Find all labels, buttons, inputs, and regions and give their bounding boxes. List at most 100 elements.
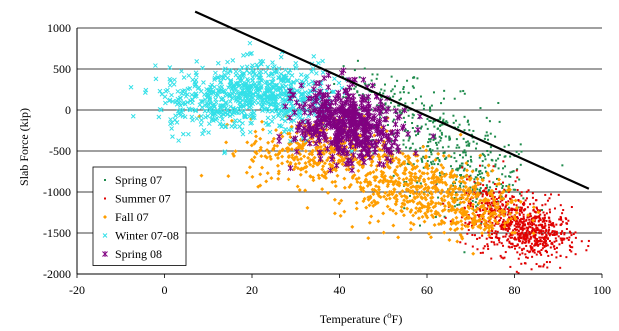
data-point (518, 236, 521, 239)
data-point (507, 210, 510, 213)
data-point (457, 196, 462, 201)
data-point (482, 211, 487, 216)
data-point (412, 163, 415, 166)
data-point (429, 110, 432, 113)
data-point (526, 206, 529, 209)
data-point (276, 66, 282, 71)
data-point (442, 204, 447, 209)
data-point (426, 145, 429, 148)
data-point (388, 142, 395, 149)
data-point (548, 219, 551, 222)
data-point (478, 173, 481, 176)
data-point (544, 203, 547, 206)
data-point (298, 172, 303, 177)
data-point (508, 241, 511, 244)
data-point (346, 84, 353, 91)
data-point (429, 208, 434, 213)
data-point (403, 207, 406, 210)
data-point (425, 166, 430, 171)
data-point (479, 190, 482, 193)
data-point (398, 110, 401, 113)
data-point (298, 82, 305, 89)
data-point (376, 219, 381, 224)
data-point (240, 87, 245, 93)
data-point (479, 187, 482, 190)
data-point (525, 233, 528, 236)
data-point (450, 204, 455, 209)
data-point (478, 213, 481, 216)
data-point (535, 215, 538, 218)
data-point (475, 210, 478, 213)
data-point (524, 233, 527, 236)
data-point (242, 92, 248, 97)
data-point (551, 233, 554, 236)
data-point (522, 237, 525, 240)
data-point (511, 221, 514, 224)
legend-label: Spring 07 (115, 173, 162, 187)
data-point (402, 143, 405, 146)
data-point (544, 241, 547, 244)
data-point (236, 106, 242, 112)
data-point (425, 207, 430, 212)
data-point (396, 113, 403, 120)
data-point (542, 265, 545, 268)
data-point (470, 160, 473, 163)
data-point (433, 125, 436, 128)
data-point (470, 133, 473, 136)
data-point (457, 167, 460, 170)
data-point (465, 144, 468, 147)
data-point (555, 251, 558, 254)
data-point (180, 113, 186, 119)
data-point (432, 138, 435, 141)
data-point (520, 206, 523, 209)
data-point (473, 178, 476, 181)
data-point (480, 222, 483, 225)
data-point (325, 91, 331, 98)
data-point (490, 194, 495, 199)
data-point (526, 213, 531, 218)
data-point (332, 76, 337, 82)
data-point (450, 217, 455, 222)
data-point (361, 93, 364, 96)
data-point (563, 233, 566, 236)
data-point (432, 160, 435, 163)
x-axis-title-end: F) (392, 312, 403, 326)
data-point (406, 79, 409, 82)
data-point (467, 199, 472, 204)
data-point (366, 236, 371, 241)
data-point (383, 89, 386, 92)
data-point (390, 75, 393, 78)
data-point (518, 213, 521, 216)
y-tick-label: -1000 (43, 185, 71, 199)
data-point (274, 70, 280, 75)
data-point (157, 106, 163, 112)
data-point (295, 157, 300, 162)
data-point (487, 204, 490, 207)
data-point (322, 174, 327, 179)
data-point (325, 190, 330, 195)
data-point (469, 174, 472, 177)
data-point (373, 123, 380, 130)
data-point (545, 236, 548, 239)
data-point (470, 224, 473, 227)
data-point (515, 238, 518, 241)
data-point (179, 91, 185, 97)
data-point (316, 173, 321, 178)
data-point (520, 232, 523, 235)
data-point (420, 159, 423, 162)
data-point (464, 210, 469, 215)
data-point (533, 239, 536, 242)
data-point (432, 119, 435, 122)
data-point (328, 124, 334, 131)
data-point (466, 232, 469, 235)
data-point (574, 253, 577, 256)
data-point (382, 194, 387, 199)
data-point (399, 113, 402, 116)
data-point (534, 244, 537, 247)
data-point (446, 200, 451, 205)
data-point (502, 167, 505, 170)
data-point (390, 192, 395, 197)
data-point (306, 140, 313, 147)
data-point (531, 205, 536, 210)
data-point (554, 237, 557, 240)
